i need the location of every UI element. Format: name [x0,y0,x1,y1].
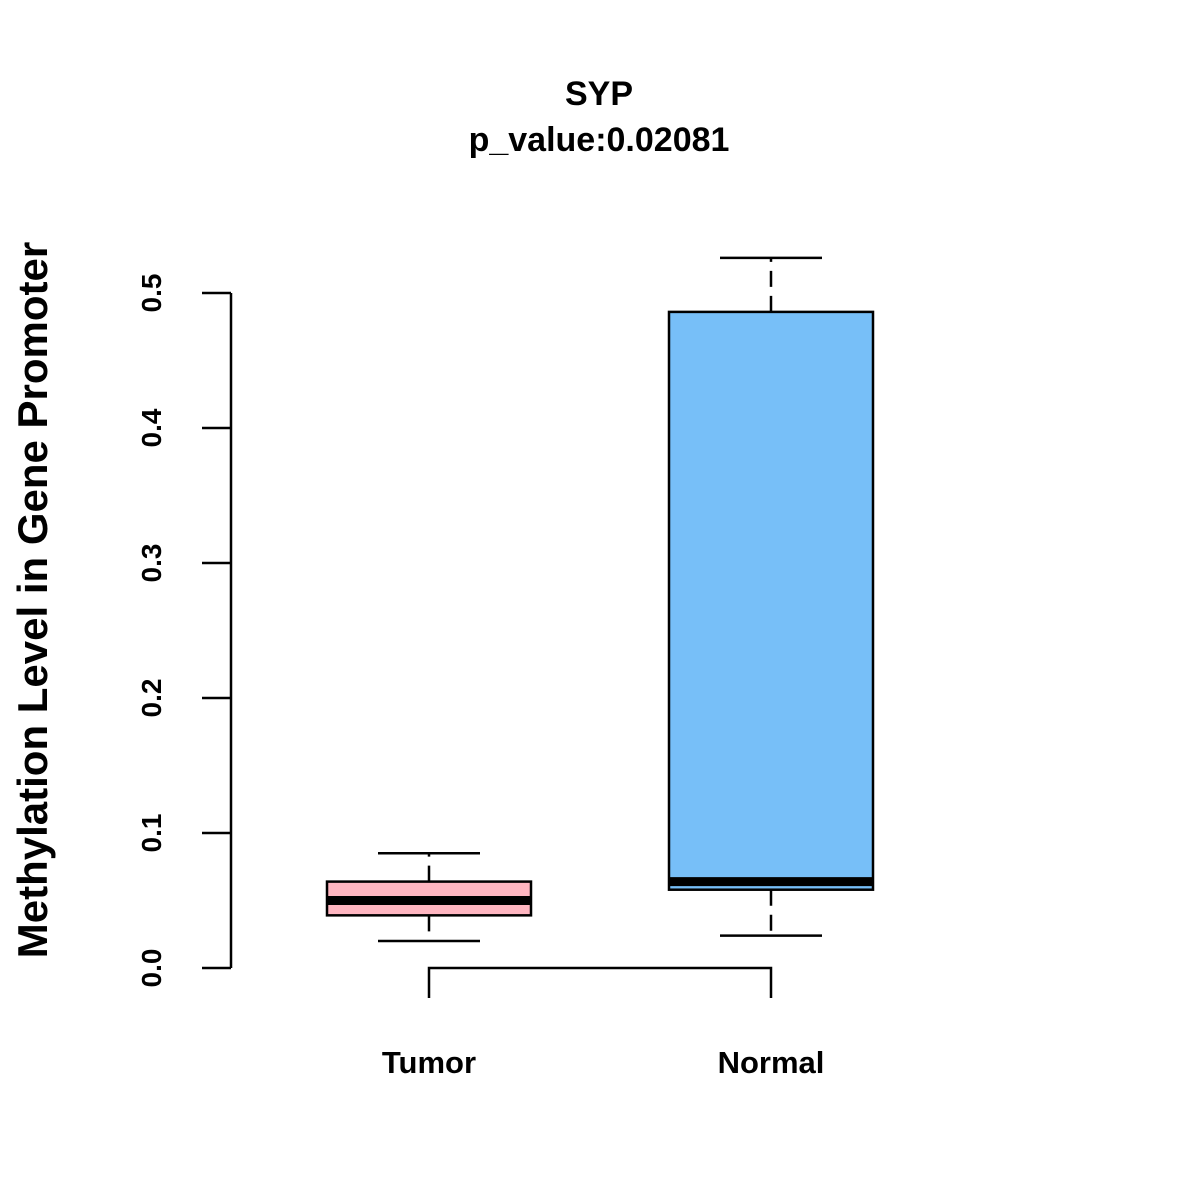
boxes [325,256,875,943]
y-tick-label: 0.5 [136,274,167,313]
y-tick-label: 0.4 [136,408,167,447]
y-tick-label: 0.3 [136,544,167,583]
y-axis-title: Methylation Level in Gene Promoter [9,242,56,958]
box-tumor [325,852,533,943]
bracket-line [427,966,773,998]
y-tick-label: 0.2 [136,679,167,718]
y-axis: 0.0 0.1 0.2 0.3 0.4 0.5 [136,274,233,988]
box-normal [667,256,875,937]
x-axis-labels: Tumor Normal [382,1045,824,1080]
x-tick-label-normal: Normal [718,1045,825,1080]
y-tick-label: 0.1 [136,814,167,853]
box-iqr [667,310,875,891]
chart-subtitle: p_value:0.02081 [469,121,730,159]
significance-bracket [427,966,773,998]
chart-title: SYP [565,75,633,113]
x-tick-label-tumor: Tumor [382,1045,476,1080]
y-tick-label: 0.0 [136,949,167,988]
